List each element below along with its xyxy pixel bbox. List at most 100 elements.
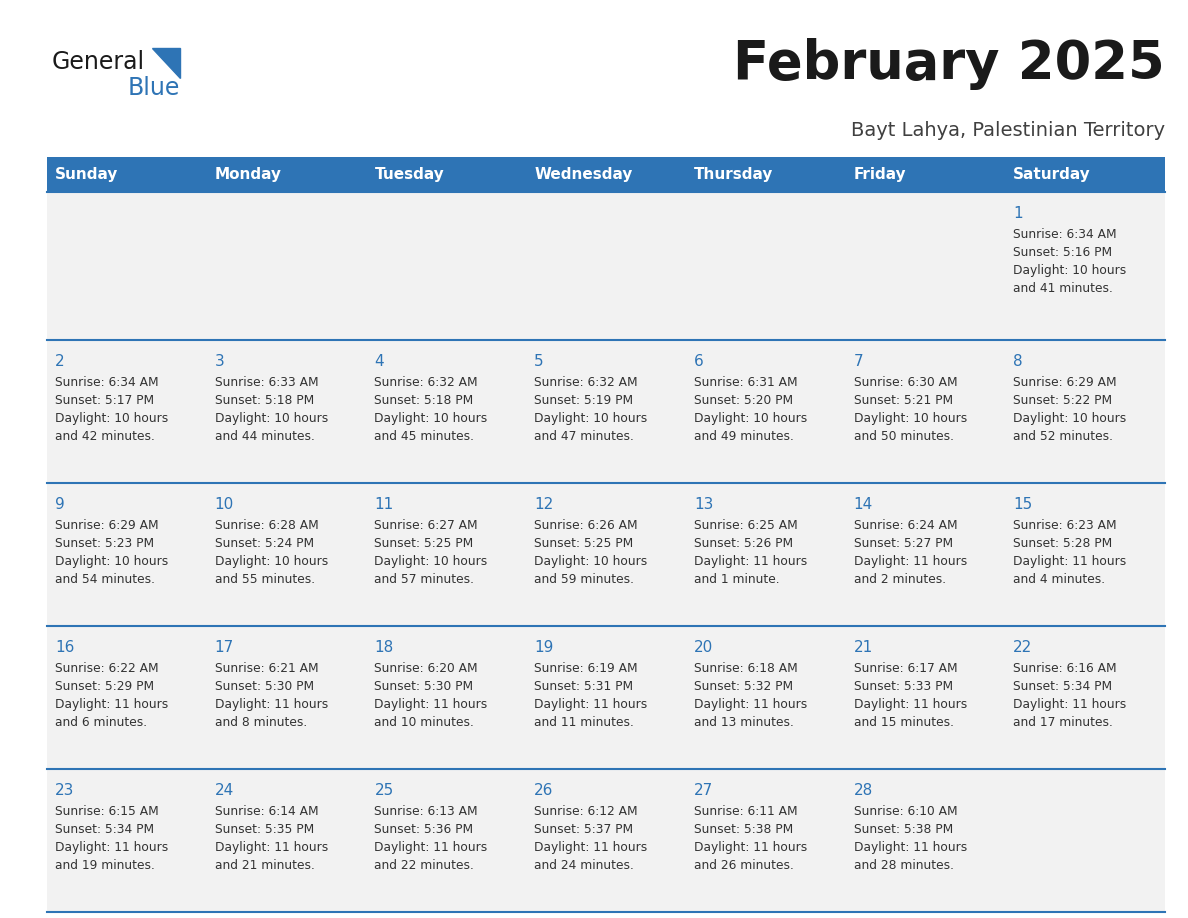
Text: Daylight: 10 hours: Daylight: 10 hours <box>215 555 328 568</box>
Text: Sunset: 5:22 PM: Sunset: 5:22 PM <box>1013 394 1112 407</box>
Text: 12: 12 <box>535 497 554 512</box>
Text: Daylight: 10 hours: Daylight: 10 hours <box>535 412 647 425</box>
Text: 23: 23 <box>55 783 75 798</box>
Text: Sunrise: 6:24 AM: Sunrise: 6:24 AM <box>853 519 958 532</box>
Text: and 21 minutes.: and 21 minutes. <box>215 859 315 872</box>
Text: Sunrise: 6:32 AM: Sunrise: 6:32 AM <box>535 376 638 389</box>
Text: Sunset: 5:19 PM: Sunset: 5:19 PM <box>535 394 633 407</box>
Text: and 26 minutes.: and 26 minutes. <box>694 859 794 872</box>
Text: Sunrise: 6:29 AM: Sunrise: 6:29 AM <box>1013 376 1117 389</box>
Text: Daylight: 10 hours: Daylight: 10 hours <box>853 412 967 425</box>
Text: and 13 minutes.: and 13 minutes. <box>694 716 794 729</box>
Text: Sunset: 5:34 PM: Sunset: 5:34 PM <box>55 823 154 836</box>
Text: Daylight: 10 hours: Daylight: 10 hours <box>55 555 169 568</box>
Text: and 22 minutes.: and 22 minutes. <box>374 859 474 872</box>
Text: Sunrise: 6:13 AM: Sunrise: 6:13 AM <box>374 805 478 818</box>
Text: Wednesday: Wednesday <box>535 167 632 182</box>
Text: Sunrise: 6:20 AM: Sunrise: 6:20 AM <box>374 662 478 675</box>
Text: and 54 minutes.: and 54 minutes. <box>55 573 154 586</box>
Text: Sunrise: 6:25 AM: Sunrise: 6:25 AM <box>694 519 797 532</box>
Text: Sunset: 5:21 PM: Sunset: 5:21 PM <box>853 394 953 407</box>
Text: Sunset: 5:29 PM: Sunset: 5:29 PM <box>55 680 154 693</box>
Text: Daylight: 11 hours: Daylight: 11 hours <box>853 698 967 711</box>
Text: Sunrise: 6:26 AM: Sunrise: 6:26 AM <box>535 519 638 532</box>
Text: Sunrise: 6:22 AM: Sunrise: 6:22 AM <box>55 662 159 675</box>
Text: and 6 minutes.: and 6 minutes. <box>55 716 147 729</box>
Bar <box>48 769 1165 912</box>
Text: Sunrise: 6:33 AM: Sunrise: 6:33 AM <box>215 376 318 389</box>
Text: Sunset: 5:20 PM: Sunset: 5:20 PM <box>694 394 792 407</box>
Text: Sunrise: 6:31 AM: Sunrise: 6:31 AM <box>694 376 797 389</box>
Text: and 49 minutes.: and 49 minutes. <box>694 430 794 443</box>
Text: Sunset: 5:16 PM: Sunset: 5:16 PM <box>1013 246 1112 259</box>
Text: and 8 minutes.: and 8 minutes. <box>215 716 307 729</box>
Text: and 59 minutes.: and 59 minutes. <box>535 573 634 586</box>
Text: 7: 7 <box>853 354 864 369</box>
Text: Daylight: 10 hours: Daylight: 10 hours <box>215 412 328 425</box>
Text: Sunrise: 6:27 AM: Sunrise: 6:27 AM <box>374 519 478 532</box>
Text: Sunrise: 6:34 AM: Sunrise: 6:34 AM <box>55 376 159 389</box>
Text: and 17 minutes.: and 17 minutes. <box>1013 716 1113 729</box>
Text: Sunrise: 6:28 AM: Sunrise: 6:28 AM <box>215 519 318 532</box>
Text: and 41 minutes.: and 41 minutes. <box>1013 282 1113 295</box>
Text: and 1 minute.: and 1 minute. <box>694 573 779 586</box>
Text: Sunset: 5:38 PM: Sunset: 5:38 PM <box>853 823 953 836</box>
Text: Sunrise: 6:19 AM: Sunrise: 6:19 AM <box>535 662 638 675</box>
Text: Daylight: 11 hours: Daylight: 11 hours <box>215 841 328 854</box>
Text: and 47 minutes.: and 47 minutes. <box>535 430 634 443</box>
Text: and 44 minutes.: and 44 minutes. <box>215 430 315 443</box>
Text: Daylight: 10 hours: Daylight: 10 hours <box>55 412 169 425</box>
Text: Sunset: 5:35 PM: Sunset: 5:35 PM <box>215 823 314 836</box>
Text: Daylight: 11 hours: Daylight: 11 hours <box>374 841 488 854</box>
Text: and 2 minutes.: and 2 minutes. <box>853 573 946 586</box>
Text: 24: 24 <box>215 783 234 798</box>
Text: Sunrise: 6:17 AM: Sunrise: 6:17 AM <box>853 662 958 675</box>
Text: 1: 1 <box>1013 206 1023 221</box>
Text: Sunset: 5:34 PM: Sunset: 5:34 PM <box>1013 680 1112 693</box>
Text: 15: 15 <box>1013 497 1032 512</box>
Text: Daylight: 10 hours: Daylight: 10 hours <box>694 412 807 425</box>
Bar <box>48 626 1165 769</box>
Text: 11: 11 <box>374 497 393 512</box>
Text: and 28 minutes.: and 28 minutes. <box>853 859 954 872</box>
Text: 21: 21 <box>853 640 873 655</box>
Text: 25: 25 <box>374 783 393 798</box>
Text: Friday: Friday <box>853 167 906 182</box>
Bar <box>48 912 1165 918</box>
Text: and 10 minutes.: and 10 minutes. <box>374 716 474 729</box>
Text: 28: 28 <box>853 783 873 798</box>
Text: 14: 14 <box>853 497 873 512</box>
Text: and 45 minutes.: and 45 minutes. <box>374 430 474 443</box>
Text: Daylight: 11 hours: Daylight: 11 hours <box>1013 698 1126 711</box>
Text: Saturday: Saturday <box>1013 167 1091 182</box>
Bar <box>48 340 1165 483</box>
Text: Sunset: 5:30 PM: Sunset: 5:30 PM <box>215 680 314 693</box>
Text: Sunset: 5:33 PM: Sunset: 5:33 PM <box>853 680 953 693</box>
Text: 6: 6 <box>694 354 703 369</box>
Text: Daylight: 11 hours: Daylight: 11 hours <box>215 698 328 711</box>
Text: Tuesday: Tuesday <box>374 167 444 182</box>
Text: February 2025: February 2025 <box>733 38 1165 90</box>
Text: Sunrise: 6:23 AM: Sunrise: 6:23 AM <box>1013 519 1117 532</box>
Text: 27: 27 <box>694 783 713 798</box>
Text: and 57 minutes.: and 57 minutes. <box>374 573 474 586</box>
Text: 18: 18 <box>374 640 393 655</box>
Text: General: General <box>52 50 145 74</box>
Text: and 15 minutes.: and 15 minutes. <box>853 716 954 729</box>
Text: Sunday: Sunday <box>55 167 119 182</box>
Text: Sunrise: 6:34 AM: Sunrise: 6:34 AM <box>1013 228 1117 241</box>
Text: and 50 minutes.: and 50 minutes. <box>853 430 954 443</box>
Text: Sunset: 5:18 PM: Sunset: 5:18 PM <box>215 394 314 407</box>
Text: Daylight: 11 hours: Daylight: 11 hours <box>535 698 647 711</box>
Text: Sunset: 5:36 PM: Sunset: 5:36 PM <box>374 823 474 836</box>
Text: Sunrise: 6:30 AM: Sunrise: 6:30 AM <box>853 376 958 389</box>
Text: Daylight: 11 hours: Daylight: 11 hours <box>853 841 967 854</box>
Bar <box>48 157 1165 192</box>
Text: Sunrise: 6:11 AM: Sunrise: 6:11 AM <box>694 805 797 818</box>
Text: Sunset: 5:32 PM: Sunset: 5:32 PM <box>694 680 792 693</box>
Text: Sunrise: 6:29 AM: Sunrise: 6:29 AM <box>55 519 159 532</box>
Text: 13: 13 <box>694 497 713 512</box>
Text: Sunset: 5:28 PM: Sunset: 5:28 PM <box>1013 537 1112 550</box>
Text: Sunset: 5:30 PM: Sunset: 5:30 PM <box>374 680 474 693</box>
Text: Daylight: 11 hours: Daylight: 11 hours <box>694 555 807 568</box>
